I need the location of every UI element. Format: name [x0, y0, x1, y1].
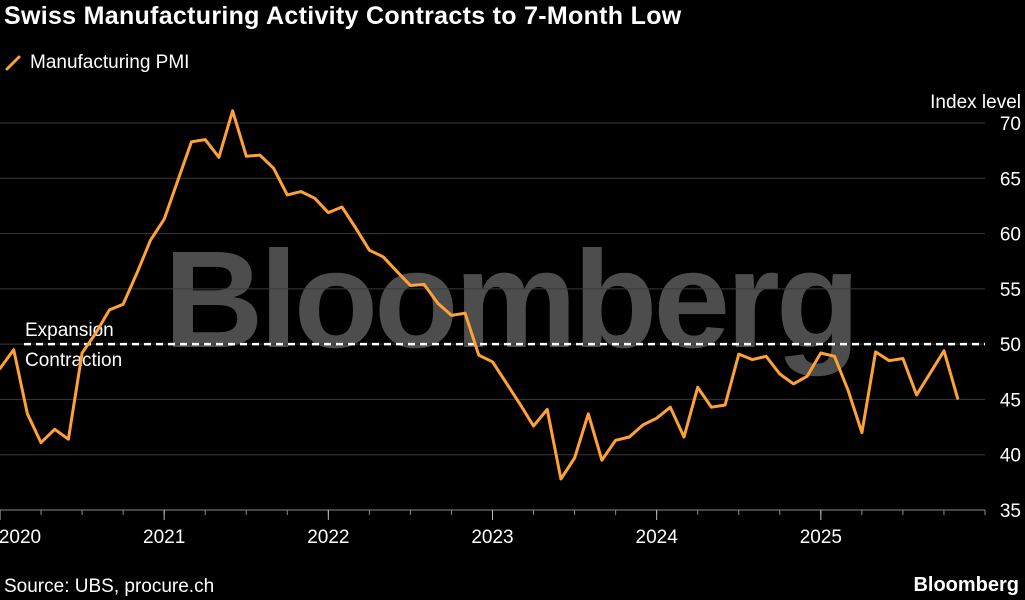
watermark: Bloomberg	[164, 223, 856, 377]
x-tick-label-2024: 2024	[636, 527, 679, 548]
y-tick-label-40: 40	[1000, 446, 1021, 467]
y-axis-title: Index level	[930, 92, 1021, 113]
threshold-label-contraction: Contraction	[25, 350, 122, 371]
y-tick-label-45: 45	[1000, 390, 1021, 411]
y-tick-label-70: 70	[1000, 114, 1021, 135]
legend-line-icon	[5, 55, 21, 71]
y-tick-label-50: 50	[1000, 335, 1021, 356]
chart-title: Swiss Manufacturing Activity Contracts t…	[4, 2, 682, 30]
y-tick-label-55: 55	[1000, 280, 1021, 301]
legend-label: Manufacturing PMI	[30, 52, 190, 73]
x-tick-label-2022: 2022	[307, 527, 349, 548]
y-tick-label-60: 60	[1000, 225, 1021, 246]
legend: Manufacturing PMI	[4, 52, 189, 74]
x-tick-label-2021: 2021	[143, 527, 185, 548]
x-tick-label-2020: 2020	[0, 527, 41, 548]
series-line-0	[0, 109, 960, 481]
bloomberg-logo: Bloomberg	[913, 574, 1019, 596]
y-tick-label-65: 65	[1000, 169, 1021, 190]
y-tick-label-35: 35	[1000, 501, 1021, 522]
threshold-label-expansion: Expansion	[25, 320, 114, 341]
x-tick-label-2023: 2023	[471, 527, 513, 548]
source-note: Source: UBS, procure.ch	[4, 576, 215, 597]
x-tick-label-2025: 2025	[800, 527, 842, 548]
